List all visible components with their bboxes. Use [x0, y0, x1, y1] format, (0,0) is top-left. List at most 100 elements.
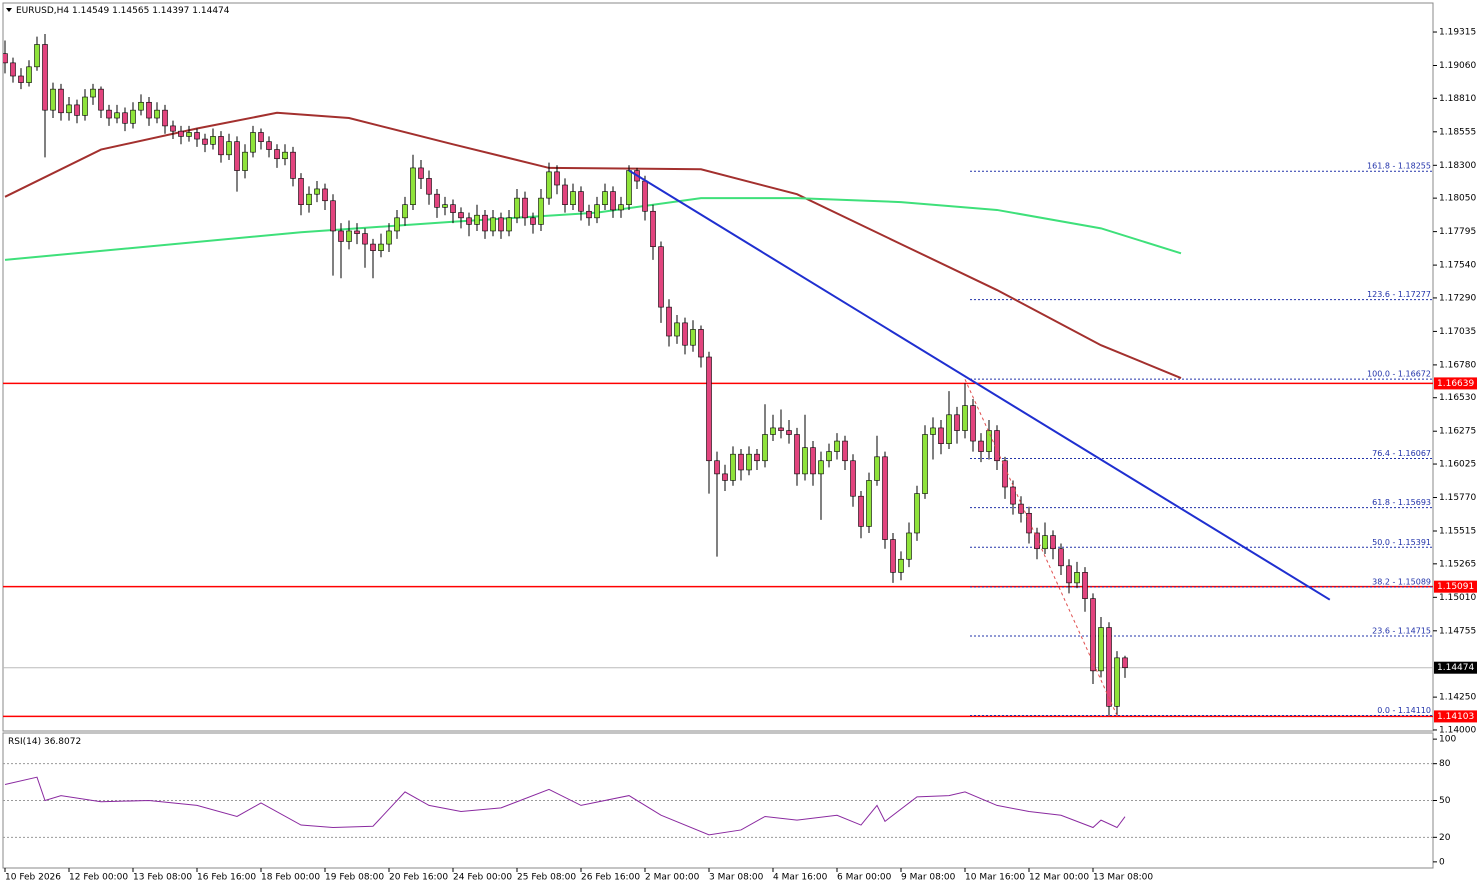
close: 1.14474: [192, 6, 229, 16]
candle-body: [858, 495, 864, 527]
candle-body: [18, 75, 24, 83]
y-tick-label: 1.15770: [1439, 493, 1476, 503]
candle-body: [1106, 627, 1112, 707]
level-price-label: 1.16639: [1437, 379, 1474, 389]
candle-body: [1082, 572, 1088, 599]
y-tick-label: 1.19315: [1439, 28, 1476, 38]
candle-body: [98, 88, 104, 111]
candle-body: [498, 217, 504, 232]
candle-body: [74, 104, 80, 116]
candle-body: [954, 414, 960, 431]
candle-body: [34, 44, 40, 68]
candle-body: [698, 329, 704, 358]
candle-body: [138, 101, 144, 111]
candle-body: [882, 456, 888, 540]
candle-body: [890, 539, 896, 573]
candle-body: [970, 405, 976, 442]
candle-body: [106, 109, 112, 119]
candle-body: [834, 440, 840, 452]
candle-body: [818, 460, 824, 475]
candle-body: [226, 141, 232, 156]
candle-body: [618, 204, 624, 211]
chart-header: EURUSD,H4 1.14549 1.14565 1.14397 1.1447…: [16, 6, 230, 16]
candle-body: [162, 109, 168, 127]
fib-label: 123.6 - 1.17277: [1367, 290, 1431, 299]
y-tick-label: 1.17795: [1439, 227, 1476, 237]
candle-body: [642, 180, 648, 212]
y-tick-label: 1.17540: [1439, 261, 1476, 271]
trend-line: [628, 169, 1331, 601]
level-price-box: [1434, 710, 1477, 723]
candle-body: [978, 440, 984, 452]
y-tick-label: 1.18050: [1439, 194, 1476, 204]
candle-body: [546, 171, 552, 199]
candle-body: [154, 109, 160, 119]
candle-body: [1074, 572, 1080, 584]
candle-body: [114, 112, 120, 119]
candle-body: [210, 136, 216, 145]
candle-body: [1050, 535, 1056, 550]
x-tick-label: 10 Mar 16:00: [965, 873, 1025, 883]
rsi-value: 36.8072: [44, 737, 81, 747]
candle-body: [962, 405, 968, 431]
candle-body: [378, 243, 384, 251]
menu-arrow[interactable]: [6, 8, 12, 12]
candle-body: [730, 453, 736, 481]
candle-body: [778, 427, 784, 431]
rsi-tick-label: 0: [1439, 857, 1445, 867]
y-tick-label: 1.14000: [1439, 725, 1476, 735]
y-tick-label: 1.14250: [1439, 693, 1476, 703]
candle-body: [586, 210, 592, 219]
x-tick-label: 25 Feb 08:00: [517, 873, 576, 883]
trend-line: [964, 379, 1118, 716]
x-tick-label: 4 Mar 16:00: [773, 873, 828, 883]
candle-body: [570, 191, 576, 205]
candle-body: [1002, 460, 1008, 488]
candle-body: [946, 414, 952, 444]
candle-body: [410, 167, 416, 205]
fib-label: 76.4 - 1.16067: [1372, 449, 1431, 458]
candle-body: [626, 170, 632, 205]
candle-body: [3, 53, 8, 64]
candle-body: [770, 427, 776, 435]
candle-body: [290, 151, 296, 179]
candle-body: [314, 188, 320, 195]
candle-body: [786, 430, 792, 435]
candle-body: [50, 88, 56, 111]
current-price-label: 1.14474: [1437, 663, 1474, 673]
candle-body: [938, 427, 944, 444]
candle-body: [906, 532, 912, 560]
candle-body: [90, 88, 96, 98]
candle-body: [194, 132, 200, 140]
level-price-label: 1.15091: [1437, 582, 1474, 592]
x-tick-label: 12 Feb 00:00: [69, 873, 128, 883]
y-tick-label: 1.19060: [1439, 61, 1476, 71]
candle-body: [58, 88, 64, 114]
candle-body: [602, 191, 608, 205]
candle-body: [1034, 532, 1040, 550]
candle-body: [426, 178, 432, 195]
candle-body: [258, 132, 264, 142]
candle-body: [82, 96, 88, 116]
candle-body: [266, 141, 272, 150]
candle-body: [362, 233, 368, 245]
candle-body: [610, 191, 616, 211]
candle-body: [242, 151, 248, 171]
rsi-tick-label: 50: [1439, 796, 1451, 806]
y-tick-label: 1.16025: [1439, 460, 1476, 470]
candle-body: [370, 243, 376, 251]
price-plot: 161.8 - 1.18255 123.6 - 1.17277 100.0 - 1.…: [3, 33, 1433, 718]
candle-body: [146, 101, 152, 119]
symbol: EURUSD,H4: [16, 6, 69, 16]
candle-body: [1010, 486, 1016, 505]
candle-body: [330, 200, 336, 232]
level-price-box: [1434, 377, 1477, 390]
fib-label: 161.8 - 1.18255: [1367, 162, 1431, 171]
y-tick-label: 1.16780: [1439, 360, 1476, 370]
candle-body: [66, 104, 72, 114]
candle-body: [514, 197, 520, 219]
candle-body: [690, 329, 696, 346]
candle-body: [506, 217, 512, 232]
level-price-label: 1.14103: [1437, 712, 1474, 722]
candle-body: [562, 184, 568, 205]
